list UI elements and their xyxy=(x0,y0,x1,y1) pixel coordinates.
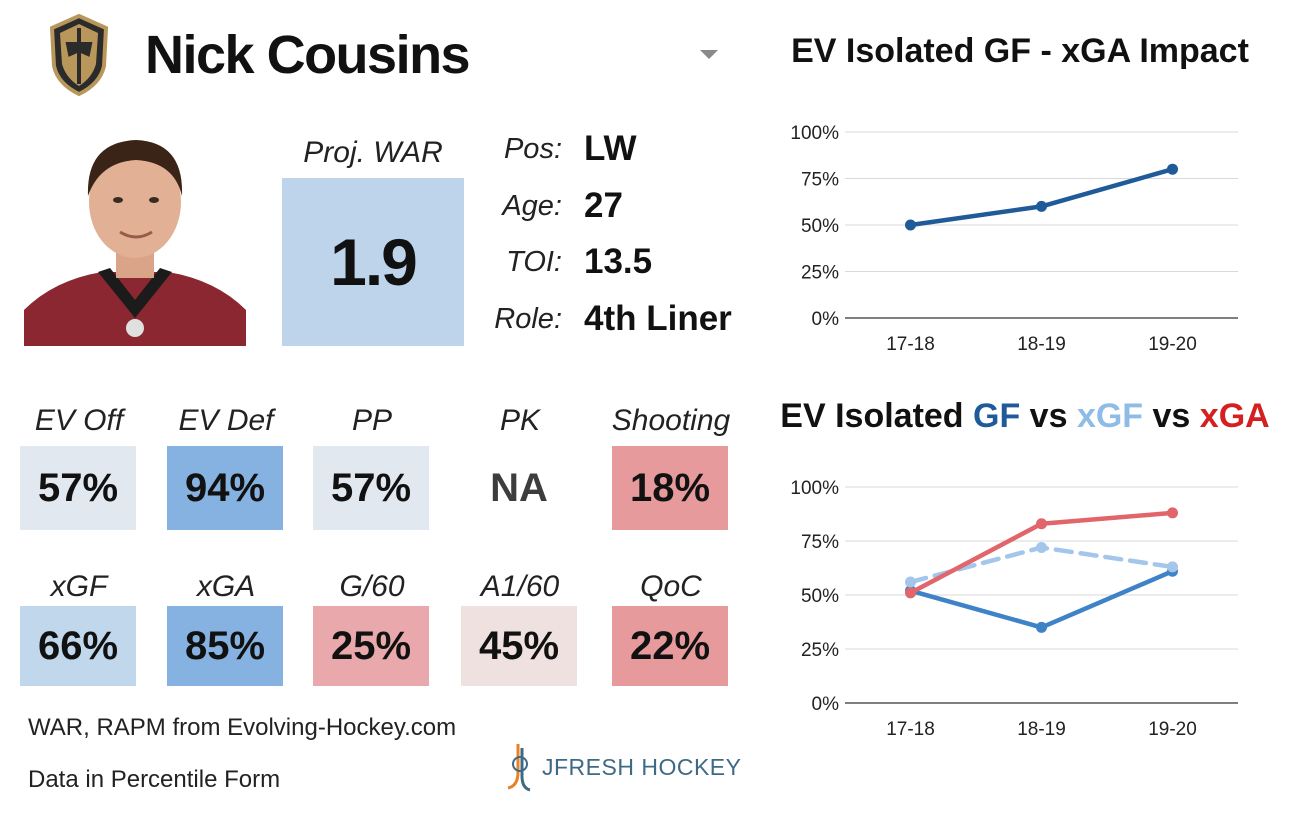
info-value-pos: LW xyxy=(584,129,637,168)
chart2-title-part: vs xyxy=(1143,397,1200,435)
series-line-gf xyxy=(908,568,1175,630)
y-tick-label: 0% xyxy=(812,694,840,715)
y-tick-label: 100% xyxy=(790,478,839,499)
data-point xyxy=(1036,541,1047,553)
stat-tile-a160: 45% xyxy=(461,606,577,686)
x-tick-label: 18-19 xyxy=(1017,334,1066,355)
percentile-note: Data in Percentile Form xyxy=(28,766,281,793)
x-tick-label: 17-18 xyxy=(886,719,935,740)
stat-tile-qoc: 22% xyxy=(612,606,728,686)
stat-label-xgf: xGF xyxy=(50,570,108,603)
stat-label-ev-def: EV Def xyxy=(178,404,274,437)
player-select-chevron-icon[interactable] xyxy=(700,50,718,59)
chart2-title-xgf: xGF xyxy=(1076,397,1144,435)
y-tick-label: 25% xyxy=(801,640,839,661)
data-point xyxy=(1167,507,1178,519)
y-tick-label: 25% xyxy=(801,263,839,284)
y-tick-label: 75% xyxy=(801,532,839,553)
stat-tile-xgf: 66% xyxy=(20,606,136,686)
info-value-role: 4th Liner xyxy=(584,299,732,338)
brand-logo-icon xyxy=(507,744,531,792)
player-photo xyxy=(24,122,246,346)
x-tick-label: 19-20 xyxy=(1148,719,1197,740)
stat-tile-pp: 57% xyxy=(313,446,429,530)
chart2-title-xga: xGA xyxy=(1199,397,1270,435)
chart2-title: EV Isolated GF vs xGF vs xGA xyxy=(760,397,1290,436)
y-tick-label: 50% xyxy=(801,586,839,607)
data-point xyxy=(1036,621,1047,633)
source-note: WAR, RAPM from Evolving-Hockey.com xyxy=(28,714,457,741)
info-value-age: 27 xyxy=(584,186,623,225)
data-point xyxy=(1036,518,1047,530)
x-tick-label: 19-20 xyxy=(1148,334,1197,355)
info-value-toi: 13.5 xyxy=(584,242,653,281)
stat-tile-shooting: 18% xyxy=(612,446,728,530)
gf-xga-impact-chart: 0% 25% 50% 75% 100% 17-18 18-19 19-20 xyxy=(790,123,1238,355)
data-point xyxy=(905,587,916,599)
series-line xyxy=(908,166,1175,228)
x-tick-label: 17-18 xyxy=(886,334,935,355)
info-label-pos: Pos: xyxy=(503,133,562,165)
data-point xyxy=(905,219,916,231)
data-point xyxy=(1167,561,1178,573)
player-name: Nick Cousins xyxy=(145,25,471,85)
data-point xyxy=(1036,200,1047,212)
stat-tile-ev-def: 94% xyxy=(167,446,283,530)
data-point xyxy=(905,576,916,588)
stat-label-ev-off: EV Off xyxy=(34,404,124,437)
chart1-title: EV Isolated GF - xGA Impact xyxy=(791,32,1249,70)
x-tick-label: 18-19 xyxy=(1017,719,1066,740)
chart2-title-part: EV Isolated xyxy=(780,397,974,435)
stat-label-g60: G/60 xyxy=(339,570,405,603)
info-label-role: Role: xyxy=(494,303,562,335)
info-label-toi: TOI: xyxy=(506,246,562,278)
stat-tile-ev-off: 57% xyxy=(20,446,136,530)
stat-label-a160: A1/60 xyxy=(480,570,560,603)
team-logo-icon xyxy=(49,14,109,96)
info-label-age: Age: xyxy=(502,190,562,222)
brand: JFRESH HOCKEY xyxy=(504,742,741,792)
stat-label-xga: xGA xyxy=(196,570,256,603)
chart2-title-part: vs xyxy=(1020,397,1077,435)
data-point xyxy=(1167,163,1178,175)
stat-tile-xga: 85% xyxy=(167,606,283,686)
brand-name: JFRESH HOCKEY xyxy=(542,753,742,780)
stat-label-shooting: Shooting xyxy=(611,404,731,437)
stat-tile-pk: NA xyxy=(461,446,577,530)
gf-xgf-xga-chart: 0% 25% 50% 75% 100% 17-18 18-19 19-20 xyxy=(790,478,1238,740)
stat-label-pk: PK xyxy=(499,404,541,437)
proj-war-value: 1.9 xyxy=(330,225,418,299)
y-tick-label: 75% xyxy=(801,170,839,191)
y-tick-label: 0% xyxy=(812,309,840,330)
stat-tile-g60: 25% xyxy=(313,606,429,686)
stat-label-pp: PP xyxy=(351,404,393,437)
proj-war-label: Proj. WAR xyxy=(303,136,443,169)
y-tick-label: 50% xyxy=(801,216,839,237)
chart2-title-gf: GF xyxy=(973,397,1021,435)
proj-war-box: 1.9 xyxy=(282,178,464,346)
y-tick-label: 100% xyxy=(790,123,839,144)
stat-label-qoc: QoC xyxy=(640,570,702,603)
